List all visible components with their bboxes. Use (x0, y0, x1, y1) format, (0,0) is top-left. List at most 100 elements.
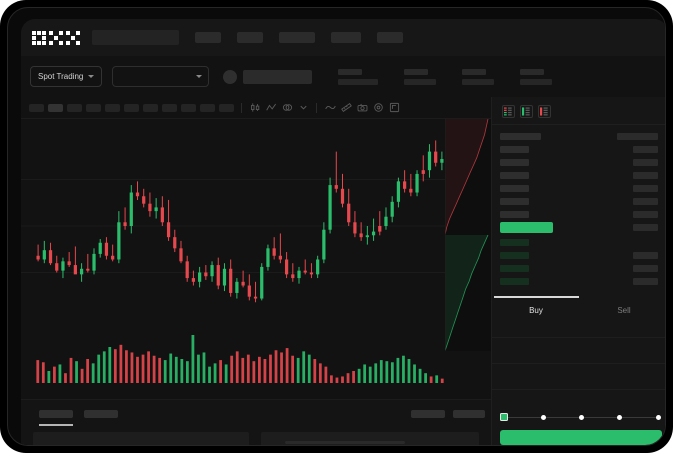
last-price-value (243, 69, 313, 84)
timeframe-chip[interactable] (200, 103, 215, 112)
orderbook-header-row (492, 130, 665, 143)
volume-bar-chart (36, 335, 444, 383)
chart-panel (21, 97, 491, 445)
stat-label (338, 68, 363, 75)
ask-amount (633, 211, 658, 218)
stat-value (338, 78, 379, 85)
bottom-card-left (33, 432, 249, 445)
orderbook-view-asks-icon[interactable] (538, 105, 551, 118)
bottom-tab-order-history[interactable] (84, 410, 118, 418)
orderbook-ask-row[interactable] (492, 169, 665, 182)
timeframe-chip[interactable] (105, 103, 120, 112)
orderbook-bid-row[interactable] (492, 262, 665, 275)
bid-amount (633, 265, 658, 272)
slider-handle[interactable] (500, 413, 508, 421)
market-header: Spot Trading (21, 56, 665, 97)
slider-mark-100[interactable] (656, 414, 661, 420)
nav-link-derivatives[interactable] (279, 32, 315, 43)
ask-amount (633, 172, 658, 179)
okx-logo[interactable] (32, 30, 80, 45)
chevron-down-icon[interactable] (297, 102, 309, 114)
orderbook-view-both-icon[interactable] (502, 105, 515, 118)
timeframe-chip-active[interactable] (48, 103, 63, 112)
nav-link-trade[interactable] (237, 32, 263, 43)
chart-toolbar (21, 97, 491, 119)
tab-buy[interactable]: Buy (529, 305, 543, 315)
timeframe-chip[interactable] (143, 103, 158, 112)
orderbook-bid-row[interactable] (492, 249, 665, 262)
compare-icon[interactable] (281, 102, 293, 114)
form-field-divider (492, 389, 665, 390)
okx-logo-o-glyph (32, 30, 46, 45)
chevron-down-icon (196, 75, 203, 78)
orderbook-ask-row[interactable] (492, 195, 665, 208)
timeframe-chip[interactable] (219, 103, 234, 112)
orderbook-bid-row[interactable] (492, 275, 665, 288)
slider-mark-25[interactable] (541, 414, 546, 420)
home-indicator (284, 441, 405, 444)
orderbook-ask-row[interactable] (492, 182, 665, 195)
device-bezel: Spot Trading (7, 7, 666, 446)
trading-mode-selector[interactable]: Spot Trading (30, 66, 103, 87)
stat-value (520, 78, 553, 85)
slider-mark-50[interactable] (579, 414, 584, 420)
timeframe-chip[interactable] (124, 103, 139, 112)
nav-link-more[interactable] (377, 32, 403, 43)
ask-price (500, 185, 529, 192)
okx-logo-k-glyph (49, 30, 63, 45)
slider-mark-75[interactable] (617, 414, 622, 420)
top-navigation-bar (21, 19, 665, 56)
stat-value (404, 78, 437, 85)
order-book-panel: Buy Sell (491, 97, 665, 445)
bid-amount (633, 278, 658, 285)
stat-block-1 (338, 68, 379, 85)
search-input[interactable] (92, 30, 179, 45)
ask-price (500, 146, 529, 153)
camera-icon[interactable] (356, 102, 368, 114)
stat-label (404, 68, 429, 75)
orderbook-col-amount (617, 133, 658, 140)
orderbook-rows (492, 130, 665, 288)
timeframe-chip[interactable] (67, 103, 82, 112)
line-chart-icon[interactable] (324, 102, 336, 114)
trading-pair-select[interactable] (112, 66, 210, 87)
orderbook-view-toggles (502, 105, 551, 118)
fullscreen-icon[interactable] (388, 102, 400, 114)
timeframe-chip[interactable] (181, 103, 196, 112)
amount-percentage-slider[interactable] (500, 412, 662, 422)
bid-price (500, 252, 529, 259)
timeframe-chip[interactable] (162, 103, 177, 112)
timeframe-chip[interactable] (29, 103, 44, 112)
bottom-tab-action-2[interactable] (453, 410, 485, 418)
orderbook-ask-row[interactable] (492, 208, 665, 221)
coin-avatar (223, 69, 238, 84)
orderbook-divider (492, 124, 665, 125)
settings-gear-icon[interactable] (372, 102, 384, 114)
okx-trading-app: Spot Trading (21, 19, 665, 445)
orderbook-view-bids-icon[interactable] (520, 105, 533, 118)
indicators-icon[interactable] (265, 102, 277, 114)
orderbook-ask-row[interactable] (492, 143, 665, 156)
tab-sell[interactable]: Sell (617, 305, 631, 315)
depth-chart-overlay (445, 119, 491, 351)
nav-link-earn[interactable] (331, 32, 361, 43)
orderbook-mid-price-row (492, 221, 665, 236)
candlestick-icon[interactable] (249, 102, 261, 114)
orderbook-ask-row[interactable] (492, 156, 665, 169)
bid-price (500, 278, 529, 285)
submit-buy-button[interactable] (500, 430, 662, 445)
chevron-down-icon (88, 75, 95, 78)
bottom-tab-active-underline (39, 424, 73, 426)
bottom-tab-action-1[interactable] (411, 410, 445, 418)
timeframe-chip[interactable] (86, 103, 101, 112)
ruler-icon[interactable] (340, 102, 352, 114)
orders-positions-tabs (21, 399, 491, 445)
candlestick-chart[interactable] (21, 119, 491, 329)
ask-amount (633, 159, 658, 166)
bottom-tab-open-orders[interactable] (39, 410, 73, 418)
stat-label (462, 68, 487, 75)
orderbook-bid-row[interactable] (492, 236, 665, 249)
nav-link-markets[interactable] (195, 32, 221, 43)
mid-price-highlight (500, 222, 553, 233)
